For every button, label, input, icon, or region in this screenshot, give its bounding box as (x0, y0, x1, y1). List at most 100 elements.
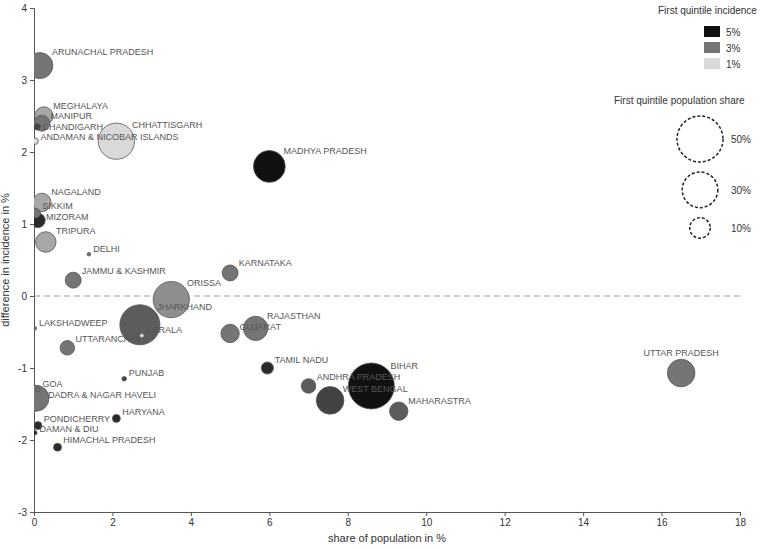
bubble (667, 359, 695, 387)
tick: 8 (345, 512, 351, 528)
point-label: TRIPURA (56, 226, 96, 236)
bubble (36, 387, 41, 392)
bubble (122, 377, 127, 382)
tick: 6 (267, 512, 273, 528)
tick-label: -1 (18, 363, 27, 374)
tick: 18 (735, 512, 747, 528)
tick-mark (191, 512, 192, 516)
tick-label: 3 (21, 75, 27, 86)
bubble (261, 362, 273, 374)
tick: 4 (189, 512, 195, 528)
bubble (301, 379, 316, 394)
tick: -1 (18, 363, 34, 374)
tick-label: -3 (18, 507, 27, 518)
point-label: HIMACHAL PRADESH (63, 435, 155, 445)
x-axis: 0 2 4 6 8 10 12 14 16 18 (32, 512, 747, 528)
legend-size-circle (682, 172, 718, 208)
tick-label: 4 (189, 517, 195, 528)
bubble (221, 324, 239, 342)
point-label: DAMAN & DIU (39, 424, 98, 434)
point-label: WEST BENGAL (343, 384, 408, 394)
legend-label: 5% (726, 27, 741, 38)
bubble (60, 341, 75, 356)
bubble (153, 281, 189, 317)
tick-label: 14 (578, 517, 590, 528)
point-label: DELHI (93, 244, 120, 254)
legend-label: 50% (731, 134, 751, 145)
point-label: LAKSHADWEEP (39, 318, 108, 328)
bubble (253, 150, 285, 182)
legend-label: 1% (726, 59, 741, 70)
tick: 0 (21, 291, 34, 302)
tick-mark (426, 512, 427, 516)
bubble (34, 327, 37, 331)
tick: 2 (110, 512, 116, 528)
point-label: KERALA (146, 325, 182, 335)
tick-mark (269, 512, 270, 516)
point-label: SIKKIM (42, 201, 73, 211)
tick-mark (662, 512, 663, 516)
point-label: CHANDIGARH (42, 122, 103, 132)
point-label: DADRA & NAGAR HAVELI (48, 390, 156, 400)
bubble (34, 209, 41, 218)
point-label: JAMMU & KASHMIR (82, 266, 167, 276)
point-label: PONDICHERRY (44, 414, 110, 424)
tick-label: 1 (21, 219, 27, 230)
tick: -3 (18, 507, 34, 518)
tick-label: -2 (18, 435, 27, 446)
axis-line (35, 513, 741, 517)
tick-mark (30, 512, 34, 513)
point-label: MAHARASTRA (408, 396, 471, 406)
tick-mark (740, 512, 741, 516)
legend-label: 30% (731, 185, 751, 196)
tick-label: 2 (21, 147, 27, 158)
tick-mark (30, 296, 34, 297)
point-label: UTTAR PRADESH (643, 348, 718, 358)
point-label: TAMIL NADU (275, 355, 329, 365)
tick-label: 12 (500, 517, 512, 528)
legend-swatch (704, 26, 720, 37)
tick-mark (30, 440, 34, 441)
point-label: PUNJAB (129, 368, 165, 378)
tick: 14 (578, 512, 590, 528)
bubble (34, 138, 38, 145)
bubble (34, 53, 53, 79)
point-label: RAJASTHAN (267, 311, 321, 321)
x-axis-title: share of population in % (328, 532, 446, 544)
tick: -2 (18, 435, 34, 446)
point-label: JHARKHAND (157, 302, 213, 312)
bubble (222, 265, 238, 281)
legend-label: 3% (726, 43, 741, 54)
bubble (34, 124, 40, 131)
y-axis: -3 -2 -1 0 1 2 3 4 (18, 3, 34, 518)
tick-label: 16 (656, 517, 668, 528)
tick-mark (30, 80, 34, 81)
tick: 1 (21, 219, 34, 230)
legend: First quintile incidence5%3%1%First quin… (614, 5, 757, 238)
bubble (54, 443, 62, 451)
point-label: ANDAMAN & NICOBAR ISLANDS (40, 132, 178, 142)
legend-swatch (704, 58, 720, 69)
tick: 10 (421, 512, 433, 528)
bubble (34, 431, 37, 436)
tick-mark (30, 152, 34, 153)
bubble (316, 387, 344, 415)
tick-label: 2 (110, 517, 116, 528)
tick-label: 4 (21, 3, 27, 14)
tick-label: 0 (32, 517, 38, 528)
tick-mark (112, 512, 113, 516)
tick: 4 (21, 3, 34, 14)
legend-label: 10% (731, 223, 751, 234)
legend-title: First quintile population share (614, 95, 745, 106)
point-label: CHHATTISGARH (132, 120, 202, 130)
tick: 12 (500, 512, 512, 528)
plot-area (34, 53, 740, 452)
point-label: ANDHRA PRADESH (317, 372, 401, 382)
legend-size-circle (677, 116, 723, 162)
legend-size-circle (690, 218, 711, 239)
point-label: MANIPUR (50, 111, 92, 121)
point-label: MEGHALAYA (53, 101, 108, 111)
tick-mark (583, 512, 584, 516)
axis-line (30, 9, 35, 513)
tick-label: 10 (421, 517, 433, 528)
